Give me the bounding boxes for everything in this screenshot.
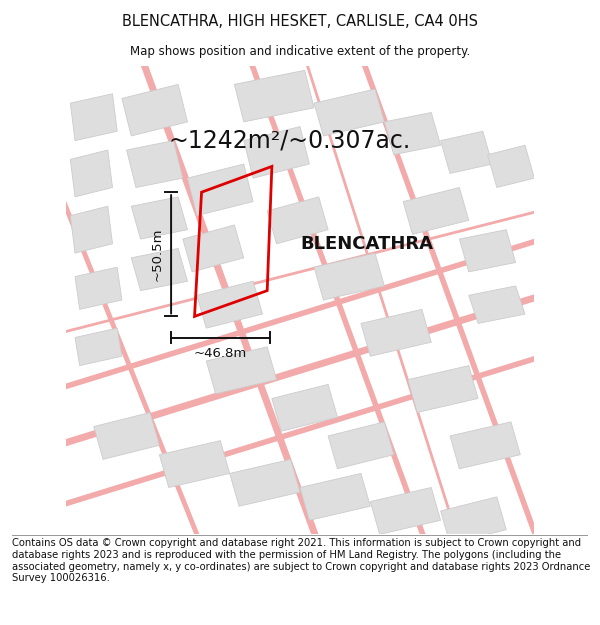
Polygon shape [94,412,160,459]
Polygon shape [235,70,314,122]
Polygon shape [267,197,328,244]
Polygon shape [450,422,520,469]
Polygon shape [328,422,394,469]
Polygon shape [183,225,244,272]
Polygon shape [131,197,187,239]
Polygon shape [460,229,515,272]
Text: ~46.8m: ~46.8m [194,347,247,360]
Polygon shape [75,328,122,366]
Polygon shape [408,366,478,413]
Polygon shape [244,126,310,178]
Polygon shape [272,384,337,431]
Text: ~1242m²/~0.307ac.: ~1242m²/~0.307ac. [169,129,411,152]
Polygon shape [206,347,277,394]
Polygon shape [440,131,492,173]
Polygon shape [370,488,440,534]
Polygon shape [75,268,122,309]
Polygon shape [314,89,385,136]
Polygon shape [440,497,506,544]
Polygon shape [70,94,117,141]
Polygon shape [385,112,440,154]
Polygon shape [230,459,300,506]
Text: Map shows position and indicative extent of the property.: Map shows position and indicative extent… [130,46,470,58]
Polygon shape [487,145,535,188]
Polygon shape [469,286,525,324]
Polygon shape [70,206,113,253]
Polygon shape [197,281,263,328]
Polygon shape [160,441,230,488]
Polygon shape [122,84,187,136]
Polygon shape [70,150,113,197]
Polygon shape [361,309,431,356]
Text: BLENCATHRA, HIGH HESKET, CARLISLE, CA4 0HS: BLENCATHRA, HIGH HESKET, CARLISLE, CA4 0… [122,14,478,29]
Text: BLENCATHRA: BLENCATHRA [300,235,433,252]
Polygon shape [131,248,187,291]
Polygon shape [403,188,469,234]
Text: ~50.5m: ~50.5m [151,228,164,281]
Polygon shape [314,253,385,300]
Polygon shape [300,474,370,520]
Polygon shape [187,164,253,216]
Text: Contains OS data © Crown copyright and database right 2021. This information is : Contains OS data © Crown copyright and d… [12,538,590,583]
Polygon shape [127,141,183,188]
